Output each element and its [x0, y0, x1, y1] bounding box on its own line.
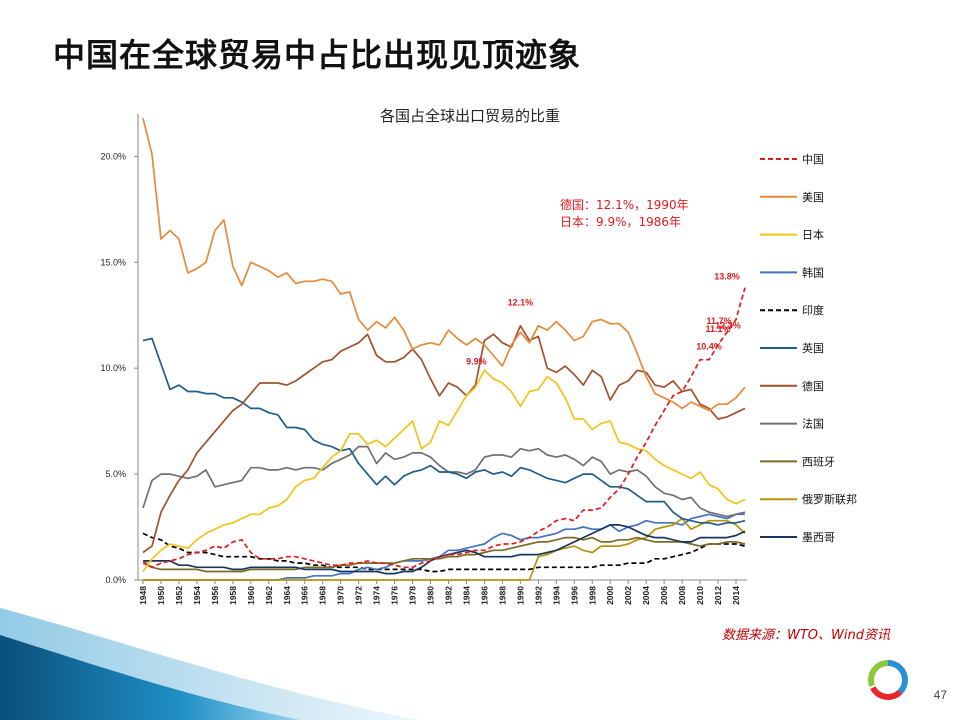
x-tick-label: 2008 — [677, 586, 687, 605]
x-tick-label: 1984 — [461, 586, 471, 605]
x-tick-label: 1968 — [318, 586, 328, 605]
y-tick-label: 15.0% — [100, 257, 126, 267]
x-tick-label: 1966 — [300, 586, 310, 605]
x-tick-label: 2014 — [731, 586, 741, 605]
data-label: 11.7% — [707, 316, 732, 326]
x-tick-label: 1950 — [156, 586, 166, 605]
legend-label: 西班牙 — [802, 455, 835, 468]
x-tick-label: 2010 — [695, 586, 705, 605]
series-line-9 — [143, 517, 746, 581]
series-line-8 — [142, 536, 746, 573]
x-tick-label: 2004 — [641, 586, 651, 605]
x-tick-label: 1954 — [192, 586, 202, 605]
legend-label: 俄罗斯联邦 — [802, 493, 857, 506]
legend-label: 法国 — [802, 417, 824, 431]
series-line-0 — [142, 287, 746, 569]
y-tick-label: 0.0% — [105, 575, 126, 585]
data-label: 12.1% — [508, 298, 534, 308]
x-tick-label: 2000 — [605, 586, 615, 605]
x-tick-label: 1974 — [372, 586, 382, 605]
page-number: 47 — [933, 688, 947, 702]
page-title: 中国在全球贸易中占比出现见顶迹象 — [53, 36, 582, 74]
x-tick-label: 1994 — [551, 586, 561, 605]
series-line-1 — [142, 117, 746, 412]
x-tick-label: 1956 — [210, 586, 220, 605]
x-tick-label: 1986 — [479, 586, 489, 605]
data-label: 9.9% — [466, 356, 487, 366]
legend-label: 中国 — [802, 153, 824, 166]
annotation-japan-peak: 日本：9.9%，1986年 — [560, 215, 681, 229]
legend-label: 英国 — [802, 341, 824, 355]
x-tick-label: 2002 — [623, 586, 633, 605]
annotation-germany-peak: 德国：12.1%，1990年 — [560, 197, 689, 212]
legend-label: 墨西哥 — [802, 531, 835, 544]
x-tick-label: 1988 — [497, 586, 507, 605]
x-tick-label: 1992 — [533, 586, 543, 605]
series-line-7 — [142, 445, 745, 518]
x-tick-label: 1980 — [426, 586, 436, 605]
legend-label: 美国 — [802, 191, 824, 204]
legend-label: 韩国 — [802, 265, 824, 279]
x-tick-label: 2006 — [659, 586, 669, 605]
data-label: 13.8% — [714, 272, 740, 282]
series-line-2 — [142, 369, 746, 572]
legend-label: 德国 — [802, 379, 824, 393]
y-tick-label: 20.0% — [100, 151, 126, 161]
series-line-10 — [143, 524, 746, 575]
x-tick-label: 1970 — [336, 586, 346, 605]
x-tick-label: 1960 — [246, 586, 256, 605]
chart-series — [142, 117, 746, 581]
x-tick-label: 1962 — [264, 586, 274, 605]
x-tick-label: 1998 — [587, 586, 597, 605]
x-tick-label: 1952 — [174, 586, 184, 605]
data-label: 12.3% — [715, 320, 741, 330]
x-tick-label: 1958 — [228, 586, 238, 605]
x-tick-label: 1982 — [443, 586, 453, 605]
x-tick-label: 2012 — [713, 586, 723, 605]
data-source: 数据来源：WTO、Wind资讯 — [722, 628, 890, 643]
chart-title: 各国占全球出口贸易的比重 — [380, 107, 560, 125]
x-tick-label: 1978 — [408, 586, 418, 605]
legend-label: 日本 — [802, 228, 824, 242]
series-line-4 — [142, 532, 746, 573]
x-tick-label: 1972 — [354, 586, 364, 605]
y-tick-label: 10.0% — [100, 363, 126, 373]
x-tick-label: 1976 — [390, 586, 400, 605]
data-label: 10.4% — [696, 342, 722, 352]
series-line-6 — [142, 324, 746, 554]
x-tick-label: 1964 — [282, 586, 292, 605]
x-tick-label: 1990 — [515, 586, 525, 605]
legend-label: 印度 — [802, 303, 824, 317]
series-line-5 — [142, 337, 746, 526]
company-logo-icon — [868, 660, 908, 700]
x-tick-label: 1948 — [138, 586, 148, 605]
data-label: 11.1% — [706, 324, 731, 334]
chart-axes: 0.0% 5.0% 10.0% 15.0% 20.0% 1948 1950 1952 1954 1… — [100, 114, 747, 605]
x-tick-label: 1996 — [569, 586, 579, 605]
y-tick-label: 5.0% — [105, 469, 126, 479]
